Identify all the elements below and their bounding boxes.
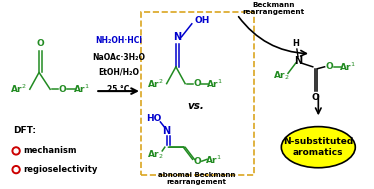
Circle shape xyxy=(14,149,18,153)
Text: regioselectivity: regioselectivity xyxy=(24,165,98,174)
Text: NH₂OH·HCl: NH₂OH·HCl xyxy=(95,36,142,45)
Text: N: N xyxy=(163,126,171,136)
Text: Ar$^1$: Ar$^1$ xyxy=(340,61,356,73)
Text: 25 °C: 25 °C xyxy=(107,85,130,94)
Text: Ar$^1$: Ar$^1$ xyxy=(206,77,223,90)
Text: N: N xyxy=(173,32,181,42)
Text: vs.: vs. xyxy=(188,101,205,111)
Text: O: O xyxy=(58,85,66,94)
Circle shape xyxy=(12,166,20,174)
Text: N-substituted
aromatics: N-substituted aromatics xyxy=(283,137,353,157)
Text: EtOH/H₂O: EtOH/H₂O xyxy=(98,68,139,77)
Text: O: O xyxy=(312,93,320,102)
Text: abnomai Beckmann
rearrangement: abnomai Beckmann rearrangement xyxy=(157,172,235,184)
Text: mechanism: mechanism xyxy=(24,146,77,155)
Text: H: H xyxy=(292,39,299,48)
Text: O: O xyxy=(193,157,201,166)
Text: HO: HO xyxy=(146,114,162,123)
Circle shape xyxy=(14,168,18,172)
Text: Ar$_2$: Ar$_2$ xyxy=(147,148,164,161)
Text: NaOAc·3H₂O: NaOAc·3H₂O xyxy=(92,53,145,62)
Circle shape xyxy=(12,147,20,155)
Text: O: O xyxy=(36,39,44,48)
Text: DFT:: DFT: xyxy=(13,126,36,135)
Text: Ar$_2$: Ar$_2$ xyxy=(273,70,290,82)
Bar xyxy=(141,12,254,175)
Text: OH: OH xyxy=(194,15,209,25)
Text: O: O xyxy=(325,62,333,71)
Text: N: N xyxy=(294,56,302,66)
Text: Ar$^1$: Ar$^1$ xyxy=(73,83,90,95)
Text: Ar$^2$: Ar$^2$ xyxy=(10,83,27,95)
Text: Ar$^2$: Ar$^2$ xyxy=(147,77,164,90)
Text: O: O xyxy=(193,79,201,88)
Text: Ar$^1$: Ar$^1$ xyxy=(205,153,222,166)
Text: Beckmann
rearrangement: Beckmann rearrangement xyxy=(243,2,305,15)
Ellipse shape xyxy=(281,127,355,168)
